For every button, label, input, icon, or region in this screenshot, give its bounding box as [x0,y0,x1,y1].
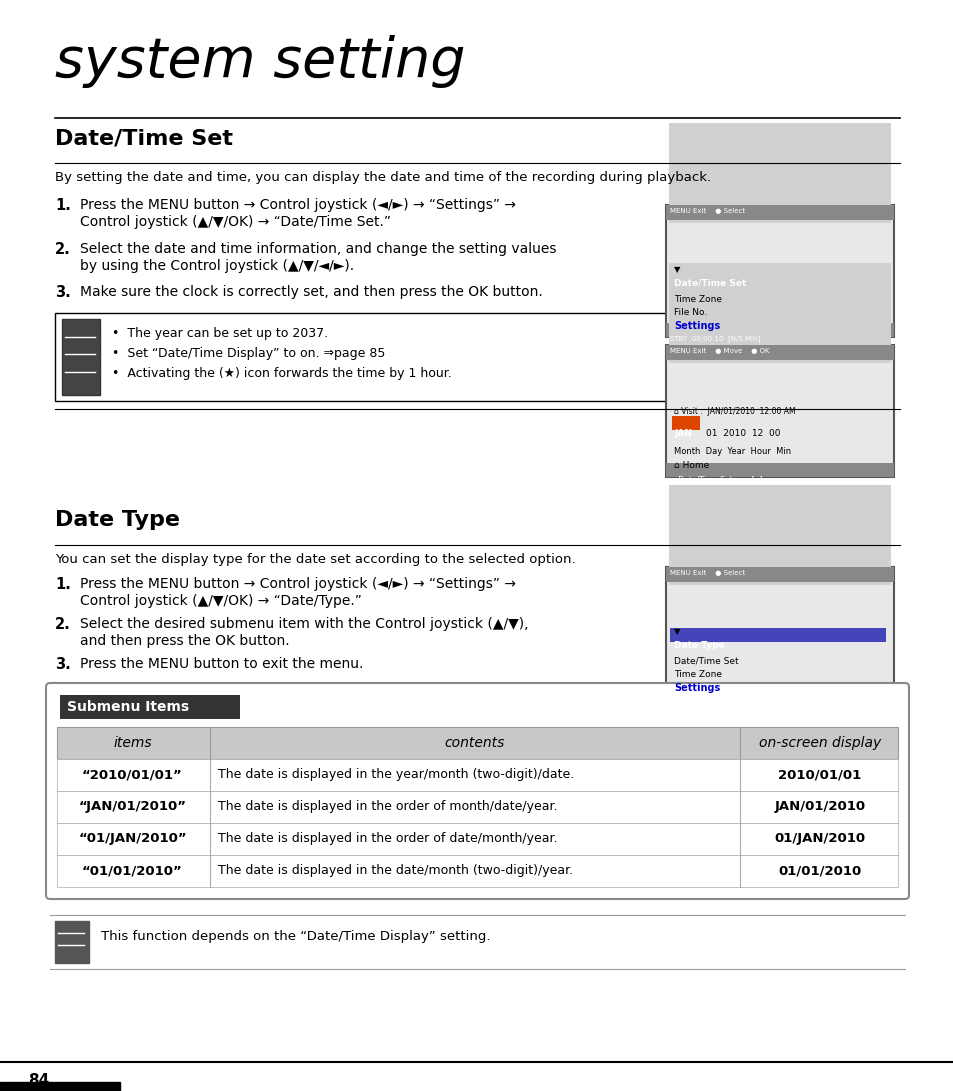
Text: 01  2010  12  00: 01 2010 12 00 [705,429,780,437]
Text: system setting: system setting [55,35,465,88]
Text: ▼: ▼ [673,265,679,274]
FancyBboxPatch shape [665,205,893,220]
Text: Date/Time Set: Date/Time Set [673,657,738,666]
Text: MENU Exit    ● Select: MENU Exit ● Select [669,208,744,214]
Text: and then press the OK button.: and then press the OK button. [80,634,290,648]
Text: items: items [113,736,152,750]
Text: ⌂ Home: ⌂ Home [673,461,708,470]
Text: Select the date and time information, and change the setting values: Select the date and time information, an… [80,242,556,256]
Text: File No.: File No. [673,308,706,317]
Text: Date/Time Set: Date/Time Set [673,279,745,288]
Text: The date is displayed in the date/month (two-digit)/year.: The date is displayed in the date/month … [218,864,573,877]
Text: ▼: ▼ [673,627,679,636]
Text: •  The year can be set up to 2037.: • The year can be set up to 2037. [112,327,328,340]
Text: 1.: 1. [55,197,71,213]
Text: Select the desired submenu item with the Control joystick (▲/▼),: Select the desired submenu item with the… [80,618,528,631]
FancyBboxPatch shape [668,263,890,363]
FancyBboxPatch shape [665,463,893,477]
Text: The date is displayed in the year/month (two-digit)/date.: The date is displayed in the year/month … [218,768,574,781]
Text: The date is displayed in the order of month/date/year.: The date is displayed in the order of mo… [218,800,557,813]
FancyBboxPatch shape [57,855,897,887]
Text: Time Zone: Time Zone [673,670,721,679]
FancyBboxPatch shape [668,123,890,223]
Text: STBY  00:00:10  [N/S Min]: STBY 00:00:10 [N/S Min] [669,697,760,704]
Text: 01/01/2010: 01/01/2010 [778,864,861,877]
Text: 3.: 3. [55,285,71,300]
Text: Press the MENU button to exit the menu.: Press the MENU button to exit the menu. [80,657,363,671]
Text: Make sure the clock is correctly set, and then press the OK button.: Make sure the clock is correctly set, an… [80,285,542,299]
FancyBboxPatch shape [665,345,893,477]
Text: JAN/01/2010: JAN/01/2010 [774,800,864,813]
FancyBboxPatch shape [665,323,893,337]
FancyBboxPatch shape [665,205,893,337]
Text: •  Activating the (★) icon forwards the time by 1 hour.: • Activating the (★) icon forwards the t… [112,367,452,380]
Text: 2.: 2. [55,618,71,632]
Text: 01/JAN/2010: 01/JAN/2010 [774,832,864,846]
Text: “JAN/01/2010”: “JAN/01/2010” [78,800,186,813]
Text: 2.: 2. [55,242,71,257]
Text: You can set the display type for the date set according to the selected option.: You can set the display type for the dat… [55,553,575,566]
FancyBboxPatch shape [665,685,893,699]
Text: MENU Exit    ● Move    ● OK: MENU Exit ● Move ● OK [669,348,769,353]
Text: Press the MENU button → Control joystick (◄/►) → “Settings” →: Press the MENU button → Control joystick… [80,197,516,212]
Text: 3.: 3. [55,657,71,672]
FancyBboxPatch shape [46,683,908,899]
Text: Month  Day  Year  Hour  Min: Month Day Year Hour Min [673,447,790,456]
Text: Settings: Settings [673,321,720,331]
Text: STBY  00:00:10  [N/S Min]: STBY 00:00:10 [N/S Min] [669,335,760,341]
Text: Date/Time Set: Date/Time Set [55,128,233,148]
Text: on-screen display: on-screen display [758,736,881,750]
Text: 84: 84 [28,1074,50,1088]
Text: Control joystick (▲/▼/OK) → “Date/Time Set.”: Control joystick (▲/▼/OK) → “Date/Time S… [80,215,391,229]
Text: The date is displayed in the order of date/month/year.: The date is displayed in the order of da… [218,832,557,846]
Text: “01/JAN/2010”: “01/JAN/2010” [78,832,187,846]
Text: By setting the date and time, you can display the date and time of the recording: By setting the date and time, you can di… [55,171,710,184]
FancyBboxPatch shape [55,313,679,401]
Text: Control joystick (▲/▼/OK) → “Date/Type.”: Control joystick (▲/▼/OK) → “Date/Type.” [80,594,361,608]
Bar [0,1082,120,1091]
Text: Time Zone: Time Zone [673,295,721,304]
FancyBboxPatch shape [665,567,893,699]
Text: MENU Exit    ● Select: MENU Exit ● Select [669,570,744,576]
FancyBboxPatch shape [57,759,897,791]
FancyBboxPatch shape [665,345,893,360]
Text: ⌂ Visit :  JAN/01/2010  12:00 AM: ⌂ Visit : JAN/01/2010 12:00 AM [673,407,795,416]
FancyBboxPatch shape [57,727,897,759]
FancyBboxPatch shape [671,416,700,430]
Text: 1.: 1. [55,577,71,592]
Text: Submenu Items: Submenu Items [67,700,189,714]
FancyBboxPatch shape [62,319,100,395]
Text: Settings: Settings [673,683,720,693]
FancyBboxPatch shape [55,921,89,963]
Text: by using the Control joystick (▲/▼/◄/►).: by using the Control joystick (▲/▼/◄/►). [80,259,354,273]
Text: Date Type: Date Type [55,509,180,530]
Text: Press the MENU button → Control joystick (◄/►) → “Settings” →: Press the MENU button → Control joystick… [80,577,516,591]
FancyBboxPatch shape [57,823,897,855]
FancyBboxPatch shape [60,695,240,719]
Text: 2010/01/01: 2010/01/01 [778,768,861,781]
Text: contents: contents [444,736,505,750]
Text: “2010/01/01”: “2010/01/01” [82,768,183,781]
FancyBboxPatch shape [57,791,897,823]
FancyBboxPatch shape [669,628,885,642]
Text: “01/01/2010”: “01/01/2010” [82,864,183,877]
FancyBboxPatch shape [668,485,890,585]
FancyBboxPatch shape [669,266,885,280]
Text: Date Type: Date Type [673,642,724,650]
Text: ▷ Date/Time Set        [  ]: ▷ Date/Time Set [ ] [669,475,761,484]
Text: •  Set “Date/Time Display” to on. ⇒page 85: • Set “Date/Time Display” to on. ⇒page 8… [112,347,385,360]
Text: JAN: JAN [673,429,691,437]
FancyBboxPatch shape [665,567,893,582]
Text: This function depends on the “Date/Time Display” setting.: This function depends on the “Date/Time … [101,930,490,943]
